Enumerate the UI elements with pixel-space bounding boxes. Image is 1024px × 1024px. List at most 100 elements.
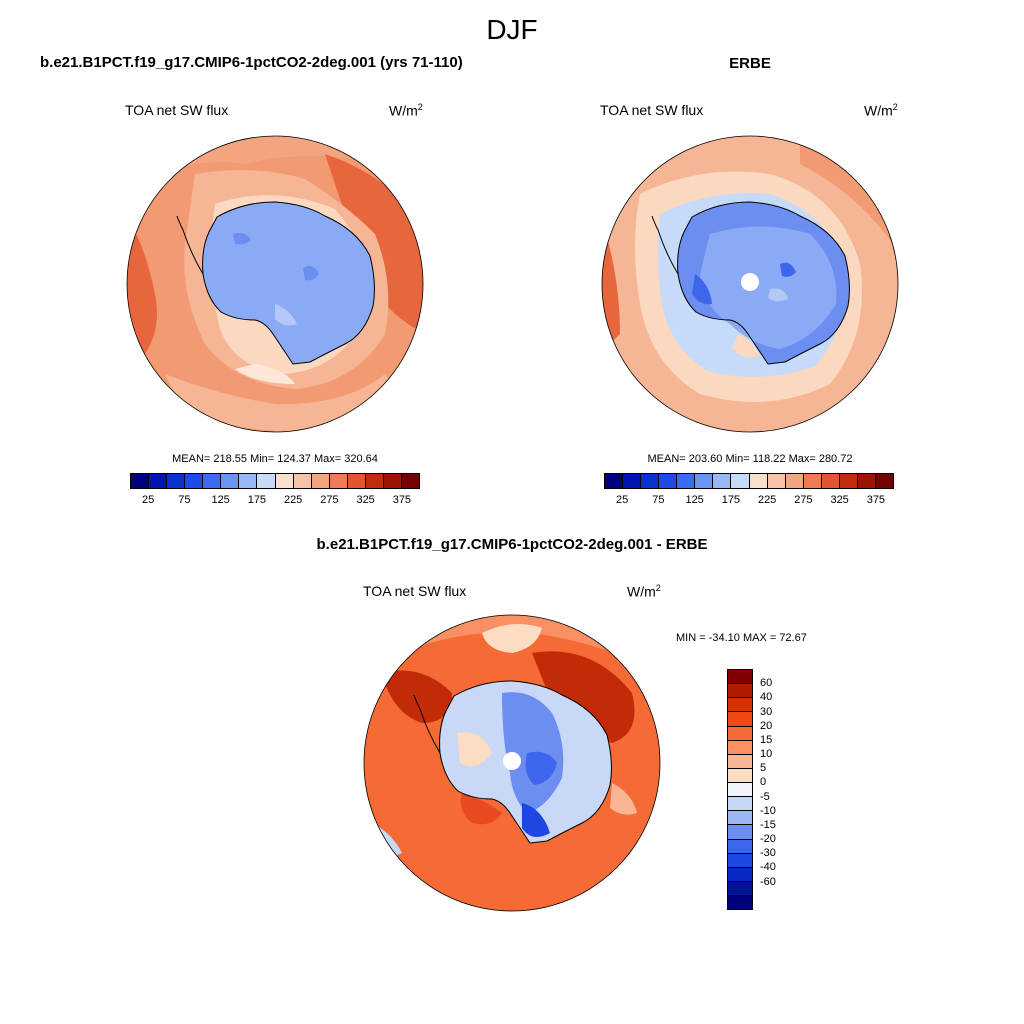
panel2-variable-label: TOA net SW flux bbox=[600, 102, 704, 118]
panel1-colorbar-tick-label: 375 bbox=[392, 494, 412, 506]
panel1-colorbar-swatch bbox=[311, 474, 330, 488]
panel2-colorbar bbox=[604, 473, 894, 489]
panel3-colorbar-tick-label: 60 bbox=[760, 677, 773, 690]
panel2-units-label: W/m2 bbox=[864, 102, 898, 119]
panel1-colorbar-swatch bbox=[329, 474, 348, 488]
panel3-colorbar-swatch bbox=[728, 740, 752, 755]
panel1-colorbar-swatch bbox=[383, 474, 402, 488]
panel3-variable-label: TOA net SW flux bbox=[363, 583, 467, 599]
panel2-polar-map bbox=[601, 135, 899, 433]
panel2-colorbar-ticks: 25 75 125 175 225 275 325 375 bbox=[604, 494, 894, 508]
panel2-colorbar-swatch bbox=[695, 474, 714, 488]
panel2-colorbar-tick-label: 75 bbox=[652, 494, 665, 506]
panel3-colorbar-swatch bbox=[728, 825, 752, 840]
panel1-colorbar-tick-label: 125 bbox=[211, 494, 230, 506]
panel1-colorbar-swatch bbox=[221, 474, 240, 488]
figure-title: DJF bbox=[486, 14, 538, 45]
panel2-colorbar-tick-label: 275 bbox=[794, 494, 813, 506]
panel1-stats: MEAN= 218.55 Min= 124.37 Max= 320.64 bbox=[172, 453, 378, 465]
panel2-case-title: ERBE bbox=[729, 55, 771, 72]
panel3-colorbar-swatch bbox=[728, 797, 752, 812]
panel2-colorbar-tick-label: 325 bbox=[830, 494, 849, 506]
panel3-colorbar-swatch bbox=[728, 768, 752, 783]
panel3-colorbar-swatch bbox=[728, 783, 752, 798]
panel2-colorbar-swatch bbox=[839, 474, 858, 488]
panel1-colorbar-swatch bbox=[275, 474, 294, 488]
panel1-colorbar-tick-label: 325 bbox=[356, 494, 375, 506]
panel3-case-title: b.e21.B1PCT.f19_g17.CMIP6-1pctCO2-2deg.0… bbox=[316, 536, 708, 553]
panel2-colorbar-swatch bbox=[785, 474, 804, 488]
panel1-case-title: b.e21.B1PCT.f19_g17.CMIP6-1pctCO2-2deg.0… bbox=[40, 54, 463, 71]
panel2-colorbar-swatch bbox=[623, 474, 642, 488]
panel3-colorbar-tick-label: 15 bbox=[760, 733, 773, 746]
panel3-polar-map bbox=[363, 614, 661, 912]
panel1-colorbar-ticks: 25 75 125 175 225 275 325 375 bbox=[130, 494, 420, 508]
panel1-colorbar-swatch bbox=[167, 474, 186, 488]
panel2-colorbar-swatch bbox=[659, 474, 678, 488]
panel2-colorbar-tick-label: 225 bbox=[757, 494, 777, 506]
panel3-colorbar-swatch bbox=[728, 867, 752, 882]
panel3-colorbar-tick-label: -15 bbox=[760, 818, 776, 831]
panel3-colorbar-tick-label: 40 bbox=[760, 691, 773, 704]
panel2-colorbar-tick-label: 375 bbox=[866, 494, 886, 506]
panel2-colorbar-swatch bbox=[605, 474, 624, 488]
panel3-colorbar-tick-label: 20 bbox=[760, 719, 773, 732]
panel3-colorbar-tick-label: -5 bbox=[760, 790, 770, 803]
panel1-variable-label: TOA net SW flux bbox=[125, 102, 229, 118]
panel3-colorbar-swatch bbox=[728, 839, 752, 854]
panel1-colorbar-swatch bbox=[239, 474, 258, 488]
panel3-colorbar-swatch bbox=[728, 684, 752, 699]
panel2-colorbar-swatch bbox=[731, 474, 750, 488]
panel3-colorbar-tick-label: 5 bbox=[760, 762, 767, 775]
panel3-colorbar-swatch bbox=[728, 670, 752, 685]
panel2-colorbar-swatch bbox=[677, 474, 696, 488]
panel2-stats: MEAN= 203.60 Min= 118.22 Max= 280.72 bbox=[647, 453, 853, 465]
panel1-colorbar-swatch bbox=[365, 474, 384, 488]
panel1-colorbar-swatch bbox=[185, 474, 204, 488]
panel3-colorbar-swatch bbox=[728, 726, 752, 741]
panel3-stats: MIN = -34.10 MAX = 72.67 bbox=[676, 632, 807, 644]
panel3-colorbar-tick-label: 0 bbox=[760, 776, 767, 789]
panel1-colorbar-swatch bbox=[293, 474, 312, 488]
panel2-colorbar-tick-label: 125 bbox=[685, 494, 704, 506]
panel1-colorbar-swatch bbox=[401, 474, 419, 488]
panel1-colorbar bbox=[130, 473, 420, 489]
panel3-colorbar-swatch bbox=[728, 712, 752, 727]
panel3-colorbar-tick-label: -20 bbox=[760, 833, 776, 846]
panel2-colorbar-swatch bbox=[857, 474, 876, 488]
panel2-colorbar-swatch bbox=[713, 474, 732, 488]
panel1-colorbar-tick-label: 175 bbox=[247, 494, 267, 506]
panel1-polar-map bbox=[126, 135, 424, 433]
panel2-colorbar-swatch bbox=[641, 474, 660, 488]
panel1-colorbar-tick-label: 25 bbox=[142, 494, 155, 506]
panel3-colorbar-tick-label: 10 bbox=[760, 748, 773, 761]
panel1-colorbar-swatch bbox=[149, 474, 168, 488]
panel3-colorbar-tick-label: -30 bbox=[760, 847, 776, 860]
panel3-colorbar-swatch bbox=[728, 811, 752, 826]
panel2-colorbar-swatch bbox=[803, 474, 822, 488]
panel3-units-label: W/m2 bbox=[627, 583, 661, 600]
panel1-colorbar-tick-label: 275 bbox=[320, 494, 339, 506]
panel2-colorbar-tick-label: 175 bbox=[721, 494, 741, 506]
panel3-colorbar-swatch bbox=[728, 853, 752, 868]
panel2-colorbar-swatch bbox=[749, 474, 768, 488]
panel1-colorbar-swatch bbox=[203, 474, 222, 488]
panel1-colorbar-tick-label: 75 bbox=[178, 494, 191, 506]
panel3-colorbar bbox=[727, 669, 753, 910]
panel2-colorbar-swatch bbox=[821, 474, 840, 488]
panel3-colorbar-tick-label: -60 bbox=[760, 875, 776, 888]
panel3-colorbar-tick-label: -40 bbox=[760, 861, 776, 874]
panel2-colorbar-swatch bbox=[767, 474, 786, 488]
panel1-colorbar-tick-label: 225 bbox=[283, 494, 303, 506]
panel1-units-label: W/m2 bbox=[389, 102, 423, 119]
panel2-colorbar-tick-label: 25 bbox=[616, 494, 629, 506]
panel3-colorbar-ticks: 60 40 30 20 15 10 5 0 -5 -10 -15 -20 -30 -40 -60 bbox=[760, 669, 800, 910]
panel1-colorbar-swatch bbox=[347, 474, 366, 488]
panel3-colorbar-tick-label: -10 bbox=[760, 804, 776, 817]
panel1-colorbar-swatch bbox=[257, 474, 276, 488]
panel3-colorbar-swatch bbox=[728, 698, 752, 713]
panel3-colorbar-swatch bbox=[728, 896, 752, 910]
panel3-colorbar-swatch bbox=[728, 754, 752, 769]
panel3-colorbar-swatch bbox=[728, 881, 752, 896]
panel2-colorbar-swatch bbox=[875, 474, 893, 488]
